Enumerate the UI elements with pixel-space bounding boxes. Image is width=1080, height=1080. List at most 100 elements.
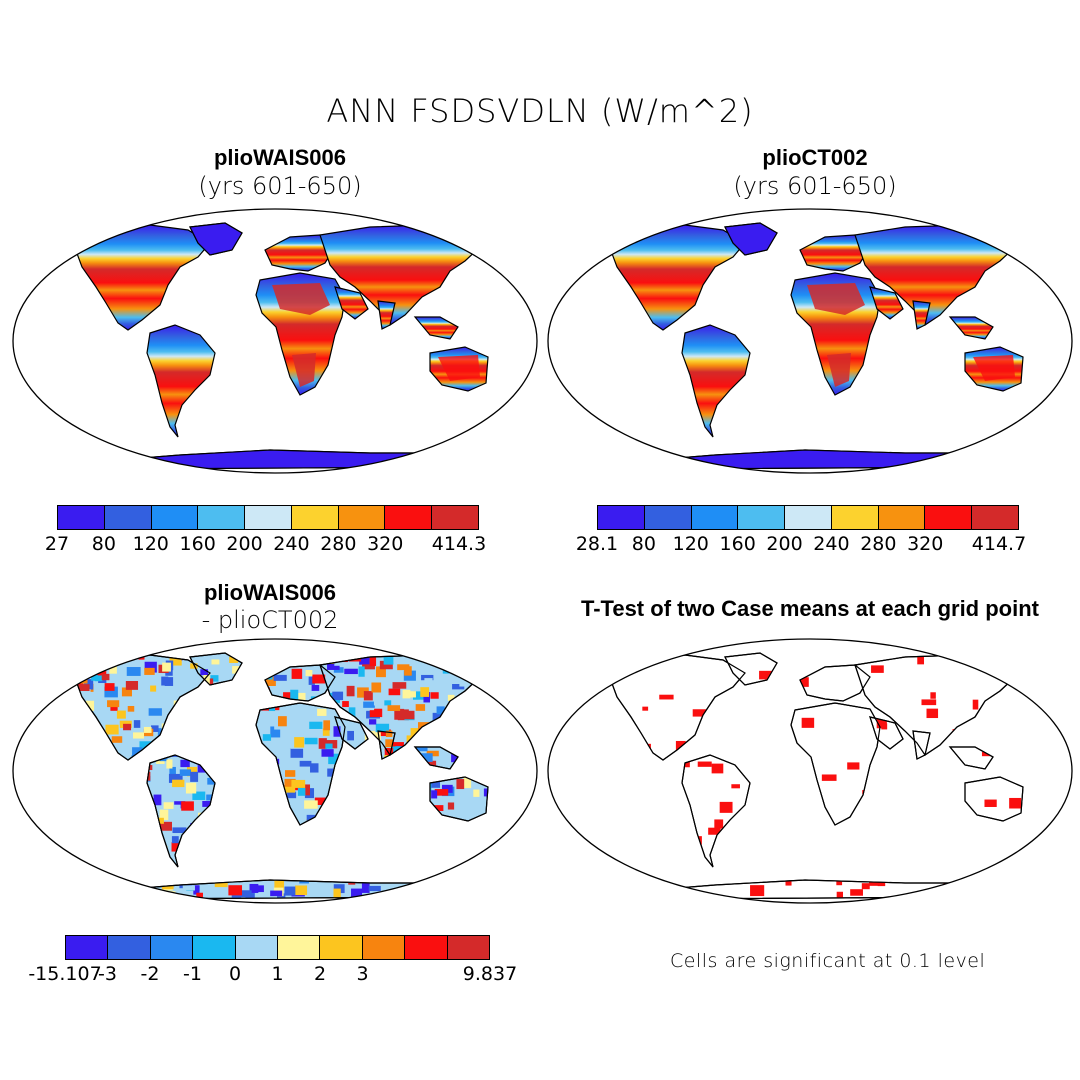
diff-cell <box>438 834 453 841</box>
diff-cell <box>52 798 66 805</box>
diff-cell <box>403 887 417 896</box>
significant-cell <box>905 814 917 826</box>
significant-cell <box>703 897 718 899</box>
diff-cell <box>32 669 44 675</box>
diff-cell <box>321 749 334 757</box>
colorbar-1-swatch <box>291 506 339 529</box>
antarctica-fill <box>643 449 1016 470</box>
diff-cell <box>198 744 212 751</box>
diff-cell <box>178 741 185 753</box>
diff-cell <box>392 682 407 689</box>
diff-cell <box>454 702 463 709</box>
diff-cell <box>532 799 540 809</box>
significant-cell <box>750 765 758 773</box>
diff-cell <box>104 683 115 691</box>
significant-cell <box>714 819 724 829</box>
diff-cell <box>440 653 448 660</box>
significant-cell <box>759 670 773 680</box>
diff-cell <box>335 810 342 817</box>
diff-cell <box>473 789 480 797</box>
hotspot-southern-africa <box>827 353 851 387</box>
diff-cell <box>56 680 69 689</box>
diff-cell <box>154 894 162 899</box>
colorbar-3-swatch <box>150 936 194 959</box>
significant-cell <box>955 887 971 898</box>
diff-cell <box>262 734 272 741</box>
significant-cell <box>569 881 582 889</box>
significant-cell <box>785 879 792 886</box>
landmass-arabia <box>869 286 904 320</box>
diff-cell <box>511 696 524 703</box>
diff-cell <box>133 834 147 844</box>
diff-cell <box>217 837 228 846</box>
diff-cell <box>361 781 368 787</box>
diff-cell <box>128 800 138 811</box>
significant-cell <box>921 699 937 706</box>
diff-cell <box>464 762 473 770</box>
diff-cell <box>314 859 328 865</box>
significant-cell <box>574 765 588 776</box>
diff-cell <box>180 863 195 870</box>
colorbar-2 <box>597 505 1019 530</box>
diff-cell <box>263 676 276 687</box>
diff-cell <box>56 668 64 673</box>
coastline-arabia <box>869 716 904 750</box>
diff-cell <box>342 701 349 708</box>
diff-cell <box>416 795 425 804</box>
diff-cell <box>483 788 488 797</box>
diff-cell <box>31 687 37 694</box>
colorbar-3-tick-label: 1 <box>271 963 284 985</box>
significant-cell <box>809 653 816 663</box>
colorbar-2-tick-label: 120 <box>672 533 709 555</box>
diff-cell <box>180 759 190 768</box>
significant-cell <box>889 769 902 781</box>
diff-cell <box>532 803 540 810</box>
diff-cell <box>210 675 219 682</box>
diff-cell <box>228 719 239 728</box>
diff-cell <box>294 726 303 735</box>
significant-cell <box>621 832 632 841</box>
diff-cell <box>106 865 115 871</box>
diff-cell <box>283 692 293 700</box>
diff-cell <box>293 692 306 703</box>
diff-cell <box>195 641 204 651</box>
colorbar-3-swatch <box>405 936 448 959</box>
landmass-arabia <box>334 286 369 320</box>
diff-cell <box>65 757 72 764</box>
coastline-africa <box>255 702 346 826</box>
diff-cell <box>329 783 339 792</box>
diff-cell <box>398 865 412 874</box>
landmass-samerica <box>681 324 751 438</box>
diff-cell <box>351 831 359 838</box>
significant-cell <box>944 813 957 819</box>
diff-cell <box>388 688 401 696</box>
diff-cell <box>499 775 511 781</box>
diff-cell <box>76 796 86 805</box>
diff-cell <box>146 802 153 809</box>
diff-cell <box>398 751 406 763</box>
diff-cell <box>452 836 464 842</box>
diff-cell <box>168 773 183 783</box>
diff-cell <box>463 728 477 738</box>
significant-cell <box>930 692 936 699</box>
diff-cell <box>213 848 226 857</box>
significant-cell <box>607 871 619 881</box>
diff-cell <box>495 782 506 792</box>
significant-cell <box>836 891 844 899</box>
diff-cell <box>50 816 58 824</box>
diff-cell <box>72 670 80 679</box>
map-frame <box>547 638 1073 904</box>
diff-cell <box>356 701 367 712</box>
diff-cell <box>106 653 114 655</box>
diff-cell <box>161 901 168 907</box>
diff-cell <box>234 642 244 653</box>
diff-cell <box>385 843 398 850</box>
diff-cell <box>268 700 276 712</box>
significant-cell <box>1005 899 1013 904</box>
diff-cell <box>348 820 361 830</box>
colorbar-3-tick-label: -3 <box>98 963 117 985</box>
diff-cell <box>522 637 532 643</box>
diff-cell <box>261 866 271 877</box>
diff-cell <box>161 676 169 686</box>
diff-cell <box>94 671 107 677</box>
